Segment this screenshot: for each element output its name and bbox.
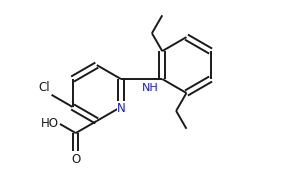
Text: O: O xyxy=(71,153,80,166)
Text: N: N xyxy=(117,102,126,115)
Text: NH: NH xyxy=(142,83,159,93)
Text: Cl: Cl xyxy=(38,81,49,94)
Text: HO: HO xyxy=(41,117,59,130)
